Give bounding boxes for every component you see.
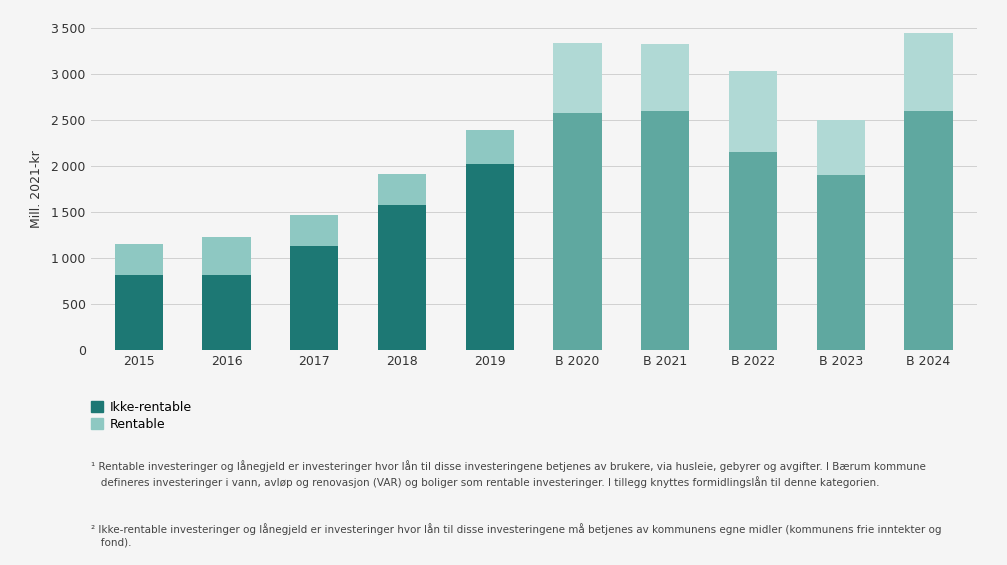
Bar bbox=[817, 176, 865, 350]
Bar bbox=[465, 164, 514, 350]
Bar bbox=[115, 245, 163, 275]
Bar bbox=[641, 44, 690, 111]
Bar bbox=[378, 173, 426, 205]
Bar bbox=[554, 113, 602, 350]
Bar bbox=[290, 215, 338, 246]
Bar bbox=[729, 72, 777, 153]
Bar bbox=[904, 33, 953, 111]
Bar bbox=[554, 43, 602, 113]
Bar bbox=[378, 205, 426, 350]
Bar bbox=[202, 275, 251, 350]
Bar bbox=[115, 275, 163, 350]
Bar bbox=[817, 120, 865, 176]
Legend: Ikke-rentable, Rentable: Ikke-rentable, Rentable bbox=[91, 401, 191, 431]
Text: ² Ikke-rentable investeringer og lånegjeld er investeringer hvor lån til disse i: ² Ikke-rentable investeringer og lånegje… bbox=[91, 523, 942, 547]
Y-axis label: Mill. 2021-kr: Mill. 2021-kr bbox=[30, 150, 43, 228]
Bar bbox=[290, 246, 338, 350]
Bar bbox=[465, 131, 514, 164]
Text: ¹ Rentable investeringer og lånegjeld er investeringer hvor lån til disse invest: ¹ Rentable investeringer og lånegjeld er… bbox=[91, 460, 925, 488]
Bar bbox=[904, 111, 953, 350]
Bar bbox=[729, 153, 777, 350]
Bar bbox=[202, 237, 251, 275]
Bar bbox=[641, 111, 690, 350]
